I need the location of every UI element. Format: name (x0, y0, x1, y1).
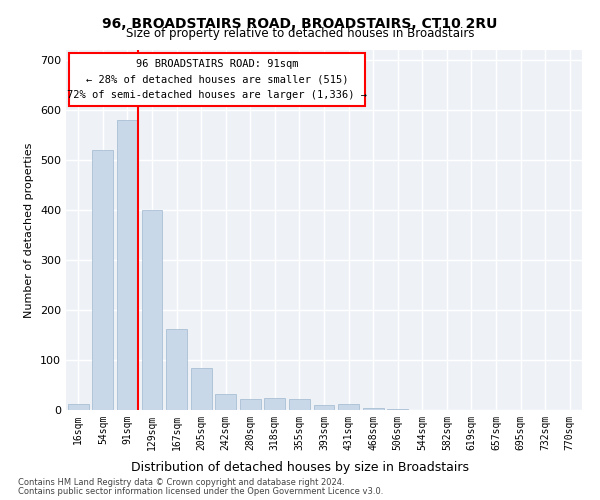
Bar (215, 394, 236, 410)
Bar (142, 210, 163, 410)
Text: Size of property relative to detached houses in Broadstairs: Size of property relative to detached ho… (126, 28, 474, 40)
FancyBboxPatch shape (68, 52, 365, 106)
Bar (117, 120, 138, 410)
Bar (338, 404, 359, 410)
Bar (166, 328, 187, 410)
Bar (387, 409, 408, 410)
Text: Contains public sector information licensed under the Open Government Licence v3: Contains public sector information licen… (18, 487, 383, 496)
Bar (265, 398, 286, 410)
Text: 96 BROADSTAIRS ROAD: 91sqm
← 28% of detached houses are smaller (515)
72% of sem: 96 BROADSTAIRS ROAD: 91sqm ← 28% of deta… (67, 58, 367, 100)
Bar (191, 368, 212, 410)
Bar (240, 399, 261, 410)
Bar (68, 404, 89, 410)
Text: 96, BROADSTAIRS ROAD, BROADSTAIRS, CT10 2RU: 96, BROADSTAIRS ROAD, BROADSTAIRS, CT10 … (103, 18, 497, 32)
Bar (314, 405, 334, 410)
Text: Contains HM Land Registry data © Crown copyright and database right 2024.: Contains HM Land Registry data © Crown c… (18, 478, 344, 487)
Bar (289, 399, 310, 410)
Bar (92, 150, 113, 410)
Y-axis label: Number of detached properties: Number of detached properties (25, 142, 34, 318)
Text: Distribution of detached houses by size in Broadstairs: Distribution of detached houses by size … (131, 461, 469, 474)
Bar (362, 408, 383, 410)
